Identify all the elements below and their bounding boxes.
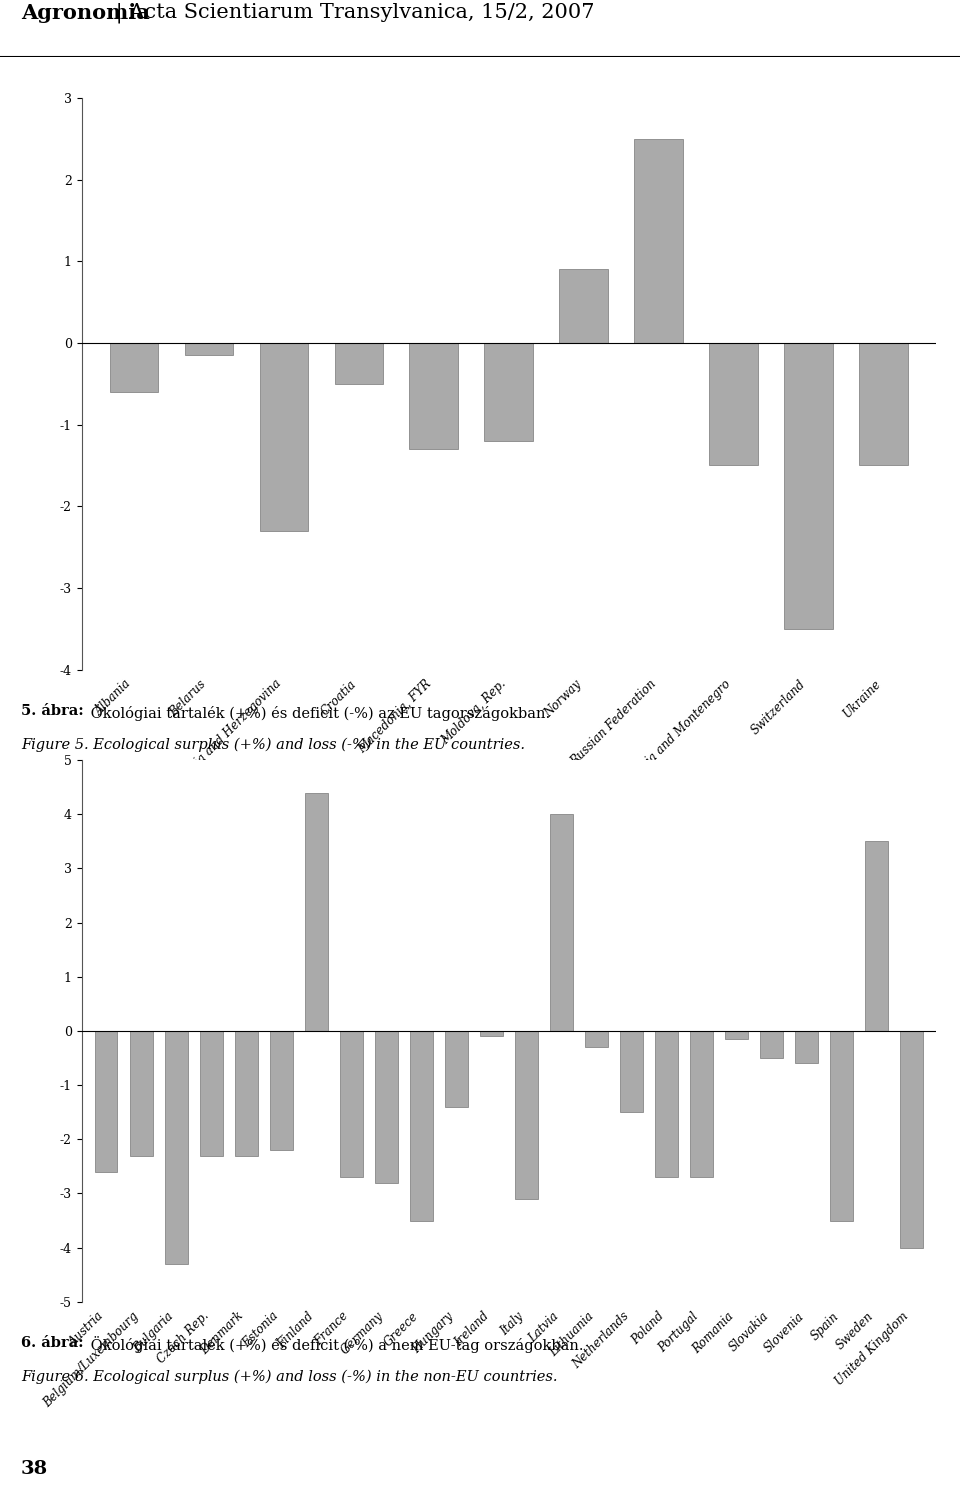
Bar	[270, 1031, 293, 1150]
Bar	[900, 1031, 923, 1248]
Text: 6. ábra:: 6. ábra:	[21, 1336, 84, 1350]
Bar	[334, 343, 383, 384]
Bar	[550, 814, 573, 1031]
Bar	[410, 343, 458, 448]
Text: Figure 6. Ecological surplus (+%) and loss (-%) in the non-EU countries.: Figure 6. Ecological surplus (+%) and lo…	[21, 1370, 558, 1385]
Bar	[725, 1031, 748, 1038]
Text: Figure 5. Ecological surplus (+%) and loss (-%) in the EU countries.: Figure 5. Ecological surplus (+%) and lo…	[21, 737, 525, 752]
Text: 38: 38	[21, 1460, 48, 1478]
Bar	[585, 1031, 608, 1047]
Bar	[830, 1031, 852, 1221]
Bar	[635, 138, 684, 343]
Bar	[184, 343, 233, 355]
Bar	[165, 1031, 187, 1264]
Bar	[109, 343, 158, 391]
Bar	[784, 343, 833, 629]
Bar	[760, 1031, 782, 1058]
Bar	[690, 1031, 712, 1177]
Text: Ökológiai tartalék (+%) és deficit (-%) a nem EU-tag országokban.: Ökológiai tartalék (+%) és deficit (-%) …	[86, 1336, 584, 1353]
Bar	[444, 1031, 468, 1106]
Bar	[410, 1031, 433, 1221]
Text: Ökológiai tartalék (+%) és deficit (-%) az EU tagországokban.: Ökológiai tartalék (+%) és deficit (-%) …	[86, 704, 550, 721]
Bar	[235, 1031, 257, 1156]
Bar	[655, 1031, 678, 1177]
Bar	[374, 1031, 397, 1183]
Bar	[515, 1031, 538, 1199]
Bar	[340, 1031, 363, 1177]
Bar	[485, 343, 533, 441]
Text: | Acta Scientiarum Transylvanica, 15/2, 2007: | Acta Scientiarum Transylvanica, 15/2, …	[109, 3, 595, 24]
Bar	[480, 1031, 503, 1037]
Bar	[795, 1031, 818, 1064]
Bar	[95, 1031, 117, 1172]
Bar	[130, 1031, 153, 1156]
Bar	[709, 343, 758, 465]
Text: Agronomia: Agronomia	[21, 3, 150, 23]
Bar	[560, 269, 608, 343]
Bar	[859, 343, 908, 465]
Bar	[865, 841, 888, 1031]
Bar	[200, 1031, 223, 1156]
Bar	[259, 343, 308, 531]
Text: 5. ábra:: 5. ábra:	[21, 704, 84, 718]
Bar	[620, 1031, 643, 1112]
Bar	[305, 793, 327, 1031]
